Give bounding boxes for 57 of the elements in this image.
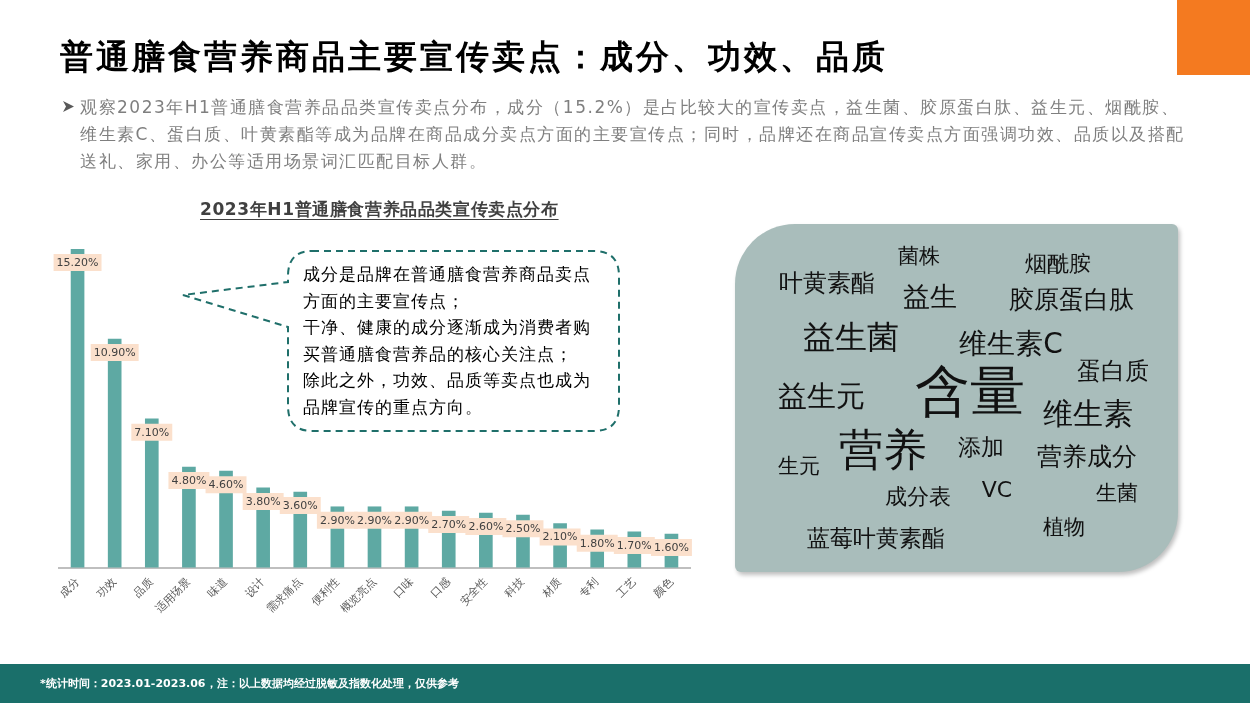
text: 普通膳食营养商品主要宣传卖点：成分、功效、品质 — [60, 37, 888, 77]
text: 蛋白质 — [1077, 356, 1149, 385]
x-tick-label: 颜色 — [650, 575, 676, 600]
text: 成分表 — [885, 483, 951, 510]
x-tick-label: 成分 — [56, 575, 82, 600]
text: 蓝莓叶黄素酯 — [807, 525, 945, 552]
data-label: 4.80% — [171, 473, 207, 487]
text: 含量 — [915, 358, 1025, 423]
x-tick-label: 专利 — [576, 575, 602, 600]
annotation: 除此之外，功效、品质等卖点也成为品牌宣传的重点方向。 — [303, 369, 592, 419]
text: 叶黄素酯 — [779, 268, 875, 297]
text: 维生素C — [959, 326, 1063, 360]
x-tick-label: 功效 — [94, 575, 119, 600]
text: 益生元 — [777, 379, 865, 414]
x-tick-label: 概览亮点 — [338, 575, 379, 616]
data-label: 2.90% — [319, 513, 355, 527]
text: 益生菌 — [803, 318, 899, 357]
data-label: 2.10% — [542, 530, 578, 544]
text: 维生素 — [1043, 395, 1133, 431]
text: 植物 — [1043, 515, 1085, 540]
x-tick-label: 安全性 — [457, 575, 490, 608]
data-label: 1.80% — [579, 536, 615, 550]
data-label: 4.60% — [208, 478, 244, 492]
text: 观察2023年H1普通膳食营养品品类宣传卖点分布，成分（15.2%）是占比较大的宣传卖点，益生菌、胶原蛋白肽、益生元、烟酰胺、维生素C、蛋白质、叶黄素酯等成为品牌在商品成分卖点方面的主要宣传点；同时，品牌还在商品宣传卖点方面强调功效、品质以及搭配送礼、家用、办公等适用场景词汇匹配目标人群。 — [80, 96, 1186, 173]
annotation: 成分是品牌在普通膳食营养商品卖点方面的主要宣传点； — [303, 263, 592, 313]
data-label: 2.70% — [431, 517, 467, 531]
text: *统计时间：2023.01-2023.06，注：以上数据均经过脱敏及指数化处理，仅供参考 — [40, 676, 459, 692]
text: 烟酰胺 — [1025, 250, 1091, 277]
text: 益生 — [903, 281, 957, 313]
data-label: 1.60% — [653, 540, 689, 554]
text: 菌株 — [898, 244, 940, 269]
x-tick-label: 品质 — [131, 575, 156, 600]
x-tick-label: 味道 — [205, 575, 231, 600]
text: 胶原蛋白肽 — [1008, 285, 1134, 315]
text: 添加 — [958, 434, 1004, 461]
x-tick-label: 材质 — [538, 575, 565, 601]
data-label: 2.90% — [394, 513, 430, 527]
x-tick-label: 口味 — [391, 575, 416, 600]
data-label: 3.60% — [282, 498, 318, 512]
chart-title: 2023年H1普通膳食营养品品类宣传卖点分布 — [200, 198, 559, 220]
text: 生元 — [778, 454, 820, 479]
data-label: 2.60% — [468, 519, 504, 533]
text: VC — [981, 476, 1013, 503]
annotation: 干净、健康的成分逐渐成为消费者购买普通膳食营养品的核心关注点； — [303, 316, 592, 366]
text: 生菌 — [1096, 481, 1138, 506]
x-tick-label: 工艺 — [613, 575, 639, 600]
data-label: 1.70% — [616, 538, 652, 552]
data-label: 7.10% — [134, 425, 170, 439]
text: 营养成分 — [1037, 442, 1137, 472]
data-label: 15.20% — [56, 255, 99, 269]
x-tick-label: 科技 — [502, 575, 528, 600]
data-label: 2.90% — [357, 513, 392, 527]
x-tick-label: 口感 — [428, 575, 453, 600]
data-label: 10.90% — [93, 345, 136, 359]
data-label: 3.80% — [245, 494, 281, 508]
data-label: 2.50% — [505, 522, 541, 536]
text: 营养 — [839, 423, 927, 475]
